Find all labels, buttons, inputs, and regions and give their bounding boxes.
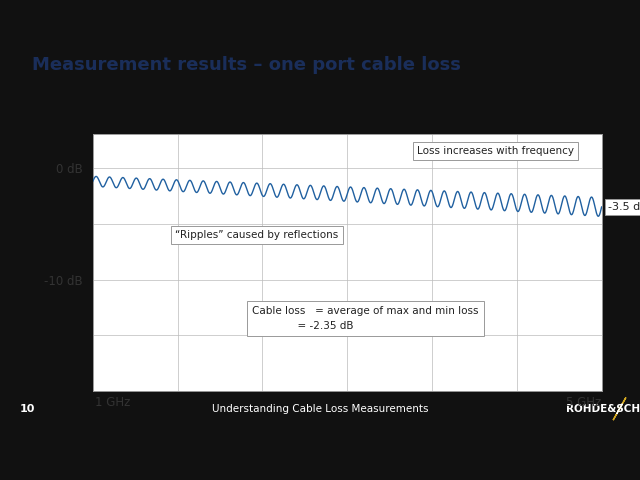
Text: 1 GHz: 1 GHz: [95, 396, 130, 408]
Text: -3.5 dB: -3.5 dB: [608, 202, 640, 212]
Polygon shape: [617, 404, 622, 414]
Text: “Ripples” caused by reflections: “Ripples” caused by reflections: [175, 230, 339, 240]
Text: ROHDE&SCHWARZ: ROHDE&SCHWARZ: [566, 404, 640, 414]
Text: Measurement results – one port cable loss: Measurement results – one port cable los…: [32, 56, 461, 73]
Text: 5 GHz: 5 GHz: [566, 396, 602, 408]
Text: Understanding Cable Loss Measurements: Understanding Cable Loss Measurements: [212, 404, 428, 414]
Text: 10: 10: [19, 404, 35, 414]
Text: Loss increases with frequency: Loss increases with frequency: [417, 146, 574, 156]
Polygon shape: [613, 397, 626, 420]
Text: Cable loss   = average of max and min loss
              = -2.35 dB: Cable loss = average of max and min loss…: [252, 306, 478, 331]
